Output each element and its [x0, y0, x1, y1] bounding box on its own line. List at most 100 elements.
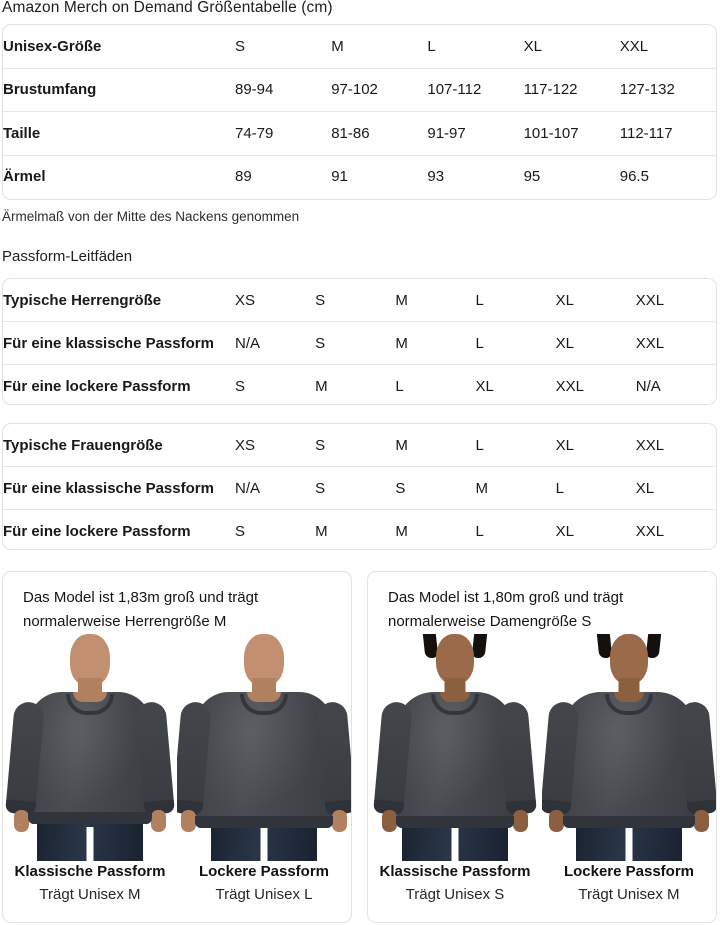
womens-relaxed-fit-label: Lockere Passform Trägt Unisex M: [542, 861, 716, 907]
collar-fill: [73, 692, 107, 702]
cell-value: 127-132: [619, 67, 716, 112]
cell-value: XXL: [555, 364, 636, 404]
sleeve-right: [135, 700, 175, 816]
cell-value: L: [555, 466, 636, 510]
cell-value: N/A: [235, 321, 316, 365]
cell-value: 93: [427, 154, 524, 198]
head-icon: [244, 634, 284, 686]
cell-value: 89: [235, 154, 332, 198]
collar-fill: [614, 692, 644, 702]
row-label: Ärmel: [3, 154, 235, 198]
cell-value: M: [315, 509, 396, 549]
cell-value: 74-79: [235, 111, 332, 155]
cell-value: N/A: [635, 364, 716, 404]
cell-value: XS: [235, 291, 256, 309]
fit-wears: Trägt Unisex M: [39, 886, 141, 903]
model-figure: [542, 634, 716, 861]
cell-value: M: [331, 37, 344, 55]
mens-model-photos: [3, 634, 351, 861]
collar: [66, 694, 114, 715]
sleeve-right: [678, 700, 716, 816]
sweatshirt-classic: [373, 692, 537, 832]
womens-model-caption: Das Model ist 1,80m groß und trägt norma…: [388, 589, 624, 630]
row-label: Für eine lockere Passform: [3, 509, 235, 549]
cell-value: M: [395, 291, 408, 309]
head-icon: [70, 634, 110, 686]
cell-value: XL: [555, 436, 574, 454]
female-model-classic-fit-photo: [368, 634, 542, 861]
cell-value: M: [475, 466, 556, 510]
fit-wears: Trägt Unisex M: [578, 886, 680, 903]
womens-classic-fit-label: Klassische Passform Trägt Unisex S: [368, 861, 542, 907]
model-figure: [373, 634, 537, 861]
cell-value: L: [475, 291, 484, 309]
cell-value: XL: [555, 321, 636, 365]
cell-value: 101-107: [523, 111, 620, 155]
cell-value: N/A: [235, 466, 316, 510]
cell-value: 89-94: [235, 67, 332, 112]
cell-value: 112-117: [619, 111, 716, 155]
cell-value: XS: [235, 436, 256, 454]
table-row: Brustumfang 89-94 97-102 107-112 117-122…: [3, 67, 716, 112]
male-model-relaxed-fit-photo: [177, 634, 351, 861]
womens-fit-guide-table: Typische Frauengröße XS S M L XL XXL Für…: [3, 424, 716, 549]
head-icon: [436, 634, 474, 684]
sleeve-left: [542, 700, 580, 816]
cell-value: XXL: [635, 509, 716, 549]
mens-classic-fit-label: Klassische Passform Trägt Unisex M: [3, 861, 177, 907]
cell-value: L: [475, 509, 556, 549]
cell-value: XL: [523, 37, 542, 55]
cell-value: S: [315, 436, 326, 454]
hand-left: [14, 810, 29, 832]
cell-value: S: [315, 291, 326, 309]
row-label: Brustumfang: [3, 67, 235, 112]
collar: [240, 694, 288, 715]
mens-model-caption: Das Model ist 1,83m groß und trägt norma…: [23, 589, 259, 630]
table-row: Unisex-Größe S M L XL XXL: [3, 25, 716, 68]
sleeve-right: [497, 700, 537, 816]
cell-value: XXL: [635, 291, 665, 309]
cell-value: 95: [523, 154, 620, 198]
page-title: Amazon Merch on Demand Größentabelle (cm…: [2, 0, 333, 16]
mens-fit-guide-card: Typische Herrengröße XS S M L XL XXL Für…: [2, 278, 717, 405]
unisex-size-table-card: Unisex-Größe S M L XL XXL Brustumfang 89…: [2, 24, 717, 200]
cell-value: L: [427, 37, 436, 55]
collar: [605, 694, 653, 715]
table-row: Taille 74-79 81-86 91-97 101-107 112-117: [3, 111, 716, 155]
female-model-relaxed-fit-photo: [542, 634, 716, 861]
hem: [195, 816, 333, 828]
hand-left: [382, 810, 397, 832]
cell-value: XXL: [619, 37, 649, 55]
model-figure: [5, 634, 175, 861]
model-figure: [177, 634, 351, 861]
cell-value: XL: [555, 291, 574, 309]
cell-value: S: [235, 509, 316, 549]
cell-value: 91: [331, 154, 428, 198]
row-label: Unisex-Größe: [3, 37, 102, 55]
fit-wears: Trägt Unisex L: [215, 886, 313, 903]
hand-right: [694, 810, 709, 832]
sleeve-measurement-note: Ärmelmaß von der Mitte des Nackens genom…: [2, 209, 300, 224]
fit-guides-heading: Passform-Leitfäden: [2, 248, 133, 265]
table-row: Typische Frauengröße XS S M L XL XXL: [3, 424, 716, 467]
row-label: Typische Frauengröße: [3, 436, 163, 454]
sweatshirt-relaxed: [177, 692, 351, 832]
fit-name: Klassische Passform: [14, 863, 166, 880]
row-label: Taille: [3, 111, 235, 155]
sleeve-left: [177, 700, 212, 816]
unisex-size-table: Unisex-Größe S M L XL XXL Brustumfang 89…: [3, 25, 716, 198]
mens-fit-labels: Klassische Passform Trägt Unisex M Locke…: [3, 861, 351, 907]
table-row: Für eine klassische Passform N/A S M L X…: [3, 321, 716, 365]
cell-value: XL: [475, 364, 556, 404]
cell-value: 117-122: [523, 67, 620, 112]
cell-value: XXL: [635, 436, 665, 454]
fit-name: Klassische Passform: [379, 863, 531, 880]
cell-value: M: [315, 364, 396, 404]
male-model-classic-fit-photo: [3, 634, 177, 861]
jeans: [37, 817, 143, 861]
cell-value: S: [235, 37, 246, 55]
fit-wears: Trägt Unisex S: [405, 886, 505, 903]
hand-left: [549, 810, 564, 832]
hem: [396, 816, 514, 828]
